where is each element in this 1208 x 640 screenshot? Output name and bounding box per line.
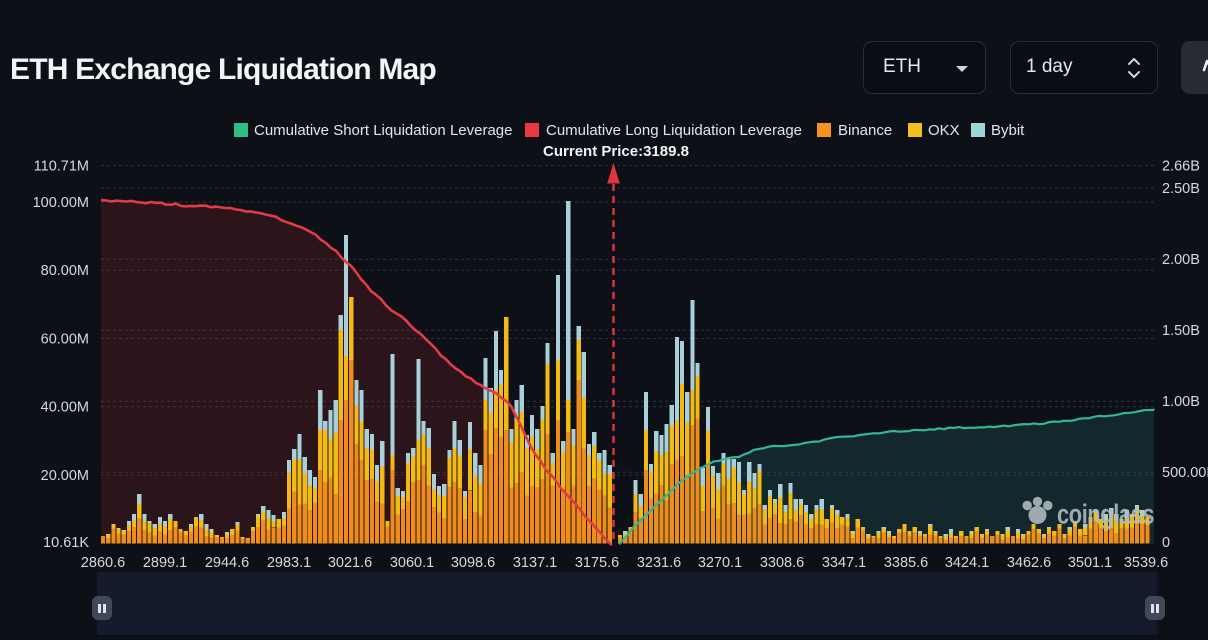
svg-text:3539.6: 3539.6 (1124, 555, 1168, 571)
svg-text:1.50B: 1.50B (1162, 323, 1200, 339)
svg-text:3424.1: 3424.1 (945, 555, 989, 571)
svg-text:1.00B: 1.00B (1162, 394, 1200, 410)
svg-text:3385.6: 3385.6 (884, 555, 928, 571)
svg-text:2899.1: 2899.1 (143, 555, 187, 571)
svg-text:3501.1: 3501.1 (1068, 555, 1112, 571)
svg-text:10.61K: 10.61K (43, 535, 89, 551)
svg-text:20.00M: 20.00M (41, 468, 89, 484)
svg-text:3098.6: 3098.6 (451, 555, 495, 571)
svg-text:2860.6: 2860.6 (81, 555, 125, 571)
svg-text:2944.6: 2944.6 (205, 555, 249, 571)
svg-text:3021.6: 3021.6 (328, 555, 372, 571)
svg-text:80.00M: 80.00M (41, 263, 89, 279)
svg-text:500.00M: 500.00M (1162, 465, 1208, 481)
svg-text:110.71M: 110.71M (34, 158, 89, 174)
svg-text:40.00M: 40.00M (41, 400, 89, 416)
svg-text:2.66B: 2.66B (1162, 158, 1200, 174)
svg-text:3060.1: 3060.1 (390, 555, 434, 571)
svg-text:0: 0 (1162, 535, 1170, 551)
svg-text:3231.6: 3231.6 (637, 555, 681, 571)
svg-text:coinglass: coinglass (1057, 499, 1154, 530)
svg-text:3462.6: 3462.6 (1007, 555, 1051, 571)
svg-text:2.50B: 2.50B (1162, 181, 1200, 197)
svg-text:3137.1: 3137.1 (513, 555, 557, 571)
svg-text:3270.1: 3270.1 (698, 555, 742, 571)
svg-text:2983.1: 2983.1 (267, 555, 311, 571)
svg-text:3347.1: 3347.1 (822, 555, 866, 571)
svg-text:100.00M: 100.00M (33, 195, 89, 211)
svg-text:3308.6: 3308.6 (760, 555, 804, 571)
svg-text:3175.6: 3175.6 (575, 555, 619, 571)
svg-text:60.00M: 60.00M (41, 332, 89, 348)
svg-text:2.00B: 2.00B (1162, 252, 1200, 268)
